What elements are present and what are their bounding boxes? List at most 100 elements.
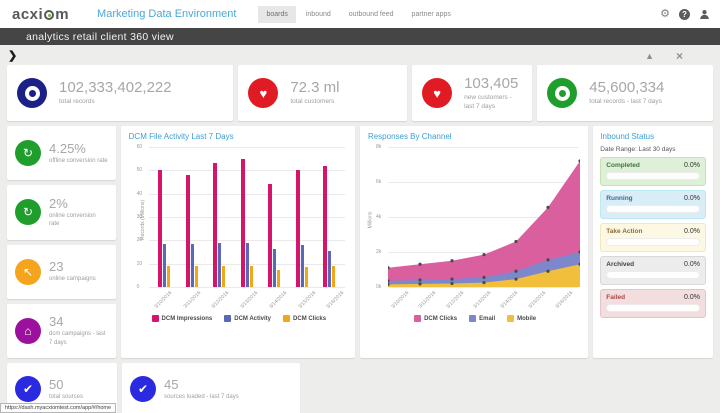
bar bbox=[190, 243, 194, 287]
kpi-label: total records bbox=[59, 98, 95, 106]
user-icon[interactable] bbox=[699, 9, 710, 20]
x-axis-labels: 3/10/2016 3/11/2016 3/12/2016 3/13/2016 3/14… bbox=[129, 287, 349, 313]
kpi-value: 102,333,402,222 bbox=[59, 78, 172, 96]
kpi-label: total customers bbox=[290, 98, 335, 106]
bar bbox=[249, 266, 253, 287]
bar bbox=[268, 184, 273, 287]
close-board-icon[interactable]: × bbox=[675, 48, 683, 63]
legend-swatch bbox=[469, 315, 477, 322]
dcm-file-activity-chart: DCM File Activity Last 7 Days Records (M… bbox=[120, 126, 355, 358]
kpi-label: total records - last 7 days bbox=[589, 98, 662, 106]
kpi-label: online conversion rate bbox=[49, 212, 96, 228]
main-row: ↻ 4.25% offline conversion rate ↻ 2% onl… bbox=[7, 126, 713, 358]
bar bbox=[323, 165, 328, 287]
data-marker bbox=[387, 279, 390, 283]
data-marker bbox=[418, 278, 422, 282]
refresh-icon: ↻ bbox=[15, 140, 41, 167]
logo-text-right: m bbox=[55, 5, 70, 23]
y-tick-label: 2k bbox=[375, 249, 382, 255]
area-layer bbox=[387, 264, 580, 287]
legend-swatch bbox=[507, 315, 515, 322]
data-marker bbox=[387, 266, 390, 270]
legend-item[interactable]: DCM Activity bbox=[224, 315, 271, 322]
check-icon: ✔ bbox=[130, 376, 156, 402]
status-percent: 0.0% bbox=[684, 162, 700, 169]
grid-line bbox=[387, 287, 579, 288]
status-box-running: Running 0.0% bbox=[600, 190, 706, 219]
x-tick-label: 3/10/2016 bbox=[389, 290, 410, 310]
bar bbox=[194, 266, 198, 287]
x-tick-label: 3/15/2016 bbox=[527, 290, 548, 310]
status-label: Archived bbox=[606, 261, 635, 268]
status-row: Failed 0.0% bbox=[606, 294, 700, 301]
bar bbox=[167, 266, 171, 287]
y-axis-title: Records (Millions) bbox=[139, 199, 146, 241]
bar bbox=[163, 243, 167, 287]
kpi-label: total sources bbox=[49, 393, 84, 400]
expand-panel-chevron[interactable]: ❯ bbox=[8, 50, 18, 62]
legend-label: Email bbox=[479, 315, 496, 322]
data-marker bbox=[578, 159, 580, 163]
status-box-completed: Completed 0.0% bbox=[600, 157, 706, 186]
kpi-label: offline conversion rate bbox=[49, 157, 108, 164]
legend-label: DCM Activity bbox=[234, 315, 272, 322]
legend-swatch bbox=[414, 315, 422, 322]
x-tick-label: 3/11/2016 bbox=[182, 290, 202, 310]
panel-title: Inbound Status bbox=[600, 132, 655, 141]
data-marker bbox=[578, 250, 580, 254]
help-icon[interactable]: ? bbox=[679, 8, 690, 20]
kpi-value: 4.25% bbox=[49, 140, 86, 156]
logo-o-icon bbox=[44, 10, 55, 20]
data-marker bbox=[482, 275, 486, 279]
grid-line bbox=[387, 252, 579, 253]
tab-outbound-feed[interactable]: outbound feed bbox=[348, 10, 394, 18]
x-tick-label: 3/16/2016 bbox=[325, 290, 346, 310]
legend-label: DCM Impressions bbox=[161, 315, 213, 322]
legend-swatch bbox=[151, 315, 159, 322]
bar bbox=[222, 266, 226, 287]
data-marker bbox=[418, 262, 422, 266]
grid-line bbox=[148, 287, 345, 288]
legend-item[interactable]: DCM Impressions bbox=[151, 315, 213, 322]
data-marker bbox=[450, 259, 454, 263]
app-title: Marketing Data Environment bbox=[97, 8, 237, 20]
legend-item[interactable]: Mobile bbox=[507, 315, 536, 322]
x-tick-label: 3/12/2016 bbox=[210, 290, 231, 310]
kpi-total-records: 102,333,402,222 total records bbox=[7, 65, 234, 121]
data-marker bbox=[514, 277, 518, 281]
y-tick-label: 0 bbox=[136, 284, 140, 290]
status-row: Running 0.0% bbox=[606, 195, 700, 202]
x-tick-label: 3/13/2016 bbox=[239, 290, 260, 310]
gear-icon[interactable]: ⚙ bbox=[660, 7, 670, 20]
x-tick-label: 3/16/2016 bbox=[554, 290, 575, 310]
kpi-label: online campaigns bbox=[49, 276, 96, 283]
legend-item[interactable]: Email bbox=[469, 315, 495, 322]
grid-line bbox=[387, 217, 579, 218]
grid-line bbox=[387, 182, 579, 183]
chart-title: DCM File Activity Last 7 Days bbox=[128, 132, 234, 141]
refresh-icon: ↻ bbox=[15, 199, 41, 226]
legend-item[interactable]: DCM Clicks bbox=[283, 315, 326, 322]
bar bbox=[245, 242, 249, 287]
tab-inbound[interactable]: inbound bbox=[305, 10, 331, 18]
legend-item[interactable]: DCM Clicks bbox=[414, 315, 457, 322]
expand-board-icon[interactable]: ▲ bbox=[645, 50, 654, 61]
grid-line bbox=[387, 147, 579, 148]
status-row: Take Action 0.0% bbox=[606, 228, 700, 235]
logo-text-left: acxi bbox=[12, 5, 44, 23]
tab-boards[interactable]: boards bbox=[258, 5, 296, 23]
x-axis-labels: 3/10/2016 3/11/2016 3/12/2016 3/13/2016 3/14… bbox=[368, 287, 582, 313]
y-tick-label: 10 bbox=[136, 260, 143, 267]
y-tick-label: 40 bbox=[136, 190, 143, 197]
y-tick-label: 8k bbox=[375, 144, 382, 150]
y-tick-label: 6k bbox=[375, 179, 382, 185]
tab-partner-apps[interactable]: partner apps bbox=[411, 10, 451, 18]
data-marker bbox=[546, 205, 550, 209]
target-icon bbox=[17, 78, 47, 108]
data-marker bbox=[387, 282, 390, 286]
bar-plot-area: Records (Millions) 0 10 20 30 40 50 60 bbox=[129, 144, 349, 290]
y-axis-title: Millions bbox=[367, 211, 374, 229]
status-progress-bar bbox=[606, 238, 700, 246]
kpi-new-customers: ♥ 103,405 new customers - last 7 days bbox=[412, 65, 533, 121]
kpi-value: 34 bbox=[49, 314, 64, 330]
